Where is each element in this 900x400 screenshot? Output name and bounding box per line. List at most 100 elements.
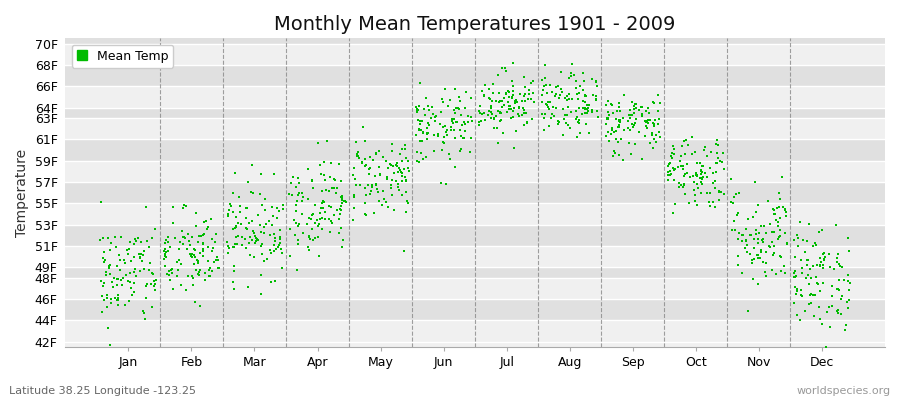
Point: [440, 127, 454, 133]
Point: [157, 256, 171, 262]
Point: [312, 162, 327, 168]
Point: [672, 158, 687, 164]
Point: [490, 125, 504, 131]
Point: [380, 174, 394, 180]
Point: [571, 96, 585, 102]
Point: [484, 102, 499, 109]
Point: [702, 165, 716, 171]
Point: [809, 274, 824, 281]
Point: [310, 223, 325, 229]
Point: [841, 278, 855, 284]
Point: [584, 107, 598, 113]
Point: [661, 168, 675, 175]
Point: [545, 89, 560, 96]
Point: [400, 165, 415, 171]
Point: [338, 199, 353, 206]
Point: [724, 176, 739, 182]
Point: [558, 112, 572, 118]
Point: [335, 197, 349, 204]
Point: [265, 222, 279, 228]
Point: [158, 251, 172, 258]
Text: worldspecies.org: worldspecies.org: [796, 386, 891, 396]
Point: [678, 171, 692, 177]
Point: [576, 87, 590, 94]
Point: [324, 204, 338, 210]
Point: [560, 97, 574, 104]
Point: [412, 138, 427, 144]
Point: [358, 156, 373, 162]
Point: [536, 115, 551, 121]
Point: [381, 165, 395, 171]
Point: [571, 91, 585, 97]
Point: [608, 150, 622, 156]
Point: [365, 156, 380, 163]
Point: [139, 283, 153, 289]
Point: [109, 276, 123, 282]
Point: [732, 230, 746, 237]
Point: [294, 190, 309, 196]
Point: [192, 272, 206, 279]
Point: [369, 150, 383, 157]
Point: [493, 110, 508, 117]
Point: [538, 75, 553, 81]
Point: [502, 103, 517, 109]
Point: [812, 228, 826, 235]
Point: [111, 291, 125, 298]
Point: [380, 176, 394, 182]
Point: [647, 123, 662, 130]
Point: [100, 292, 114, 298]
Point: [555, 106, 570, 112]
Point: [517, 92, 531, 99]
Point: [201, 258, 215, 264]
Point: [505, 94, 519, 100]
Point: [634, 104, 649, 110]
Point: [795, 269, 809, 276]
Point: [492, 98, 507, 105]
Point: [384, 184, 399, 191]
Point: [728, 227, 742, 233]
Point: [127, 240, 141, 247]
Point: [389, 162, 403, 168]
Point: [585, 92, 599, 98]
Point: [255, 202, 269, 208]
Point: [804, 300, 818, 306]
Point: [381, 204, 395, 210]
Point: [499, 91, 513, 97]
Point: [734, 238, 749, 244]
Point: [321, 216, 336, 222]
Point: [652, 129, 666, 135]
Point: [447, 134, 462, 141]
Point: [552, 119, 566, 125]
Point: [814, 259, 828, 266]
Point: [107, 234, 122, 240]
Point: [698, 170, 713, 176]
Point: [436, 99, 450, 106]
Point: [497, 102, 511, 108]
Point: [506, 60, 520, 66]
Point: [292, 180, 307, 186]
Point: [322, 203, 337, 210]
Point: [632, 107, 646, 113]
Point: [188, 247, 202, 253]
Point: [147, 278, 161, 285]
Point: [713, 158, 727, 164]
Point: [572, 130, 587, 137]
Point: [508, 98, 522, 104]
Point: [688, 192, 702, 198]
Point: [114, 277, 129, 284]
Point: [181, 231, 195, 237]
Point: [803, 266, 817, 272]
Point: [210, 254, 224, 260]
Point: [394, 191, 409, 198]
Point: [791, 234, 806, 241]
Point: [552, 95, 566, 102]
Point: [411, 126, 426, 132]
Point: [700, 173, 715, 180]
Point: [518, 74, 532, 80]
Point: [238, 236, 252, 243]
Point: [794, 287, 808, 294]
Point: [560, 93, 574, 100]
Point: [770, 205, 785, 211]
Point: [707, 178, 722, 184]
Point: [173, 238, 187, 245]
